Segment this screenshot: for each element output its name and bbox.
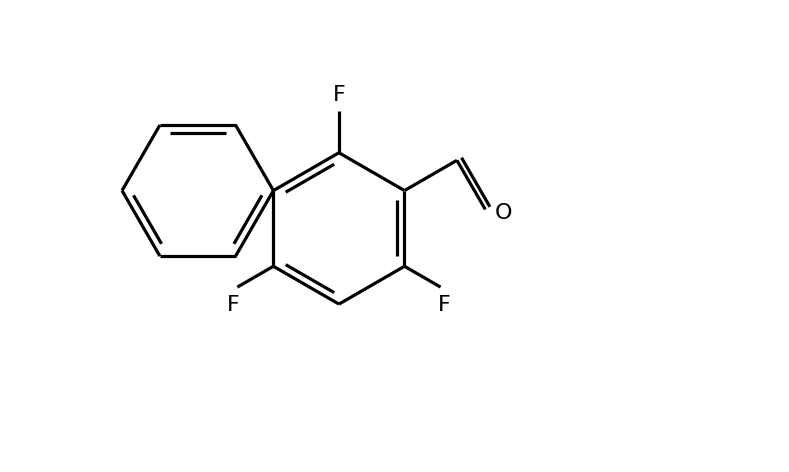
Text: F: F <box>333 85 346 105</box>
Text: O: O <box>495 203 512 223</box>
Text: F: F <box>438 295 451 315</box>
Text: F: F <box>227 295 240 315</box>
